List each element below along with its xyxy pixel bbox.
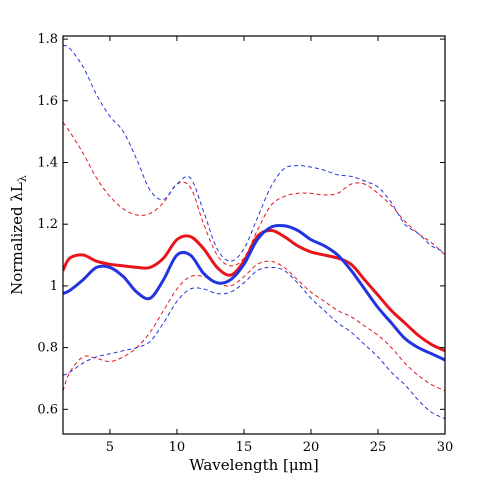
- series-line-dashed-3: [63, 44, 445, 262]
- series-line-dashed-5: [63, 266, 445, 420]
- y-tick-label: 0.8: [37, 341, 58, 356]
- y-tick-label: 1.6: [37, 94, 58, 109]
- tick-layer: 5 10 15 20 25 30 0.6 0.8 1 1.2 1.4 1.6 1.8: [37, 32, 453, 455]
- y-tick-label: 0.6: [37, 402, 58, 417]
- y-tick-label: 1.2: [37, 217, 58, 232]
- y-tick-label: 1.4: [37, 155, 58, 170]
- plot-frame: [62, 35, 446, 435]
- y-tick-label: 1: [50, 279, 58, 294]
- x-axis-title: Wavelength [μm]: [189, 456, 318, 474]
- x-tick-label: 30: [437, 440, 454, 455]
- series-line-solid-1: [63, 223, 445, 362]
- series-line-dashed-4: [63, 260, 445, 392]
- y-axis-title: Normalized λLλ: [8, 175, 29, 295]
- x-tick-label: 20: [303, 440, 320, 455]
- x-tick-label: 10: [169, 440, 186, 455]
- y-tick-label: 1.8: [37, 32, 58, 47]
- x-tick-label: 25: [370, 440, 387, 455]
- series-layer: [63, 44, 445, 420]
- x-tick-label: 15: [236, 440, 253, 455]
- x-tick-label: 5: [106, 440, 114, 455]
- series-line-solid-0: [63, 228, 445, 353]
- y-axis-title-subscript: λ: [16, 175, 29, 182]
- y-axis-title-main: Normalized λL: [8, 182, 26, 295]
